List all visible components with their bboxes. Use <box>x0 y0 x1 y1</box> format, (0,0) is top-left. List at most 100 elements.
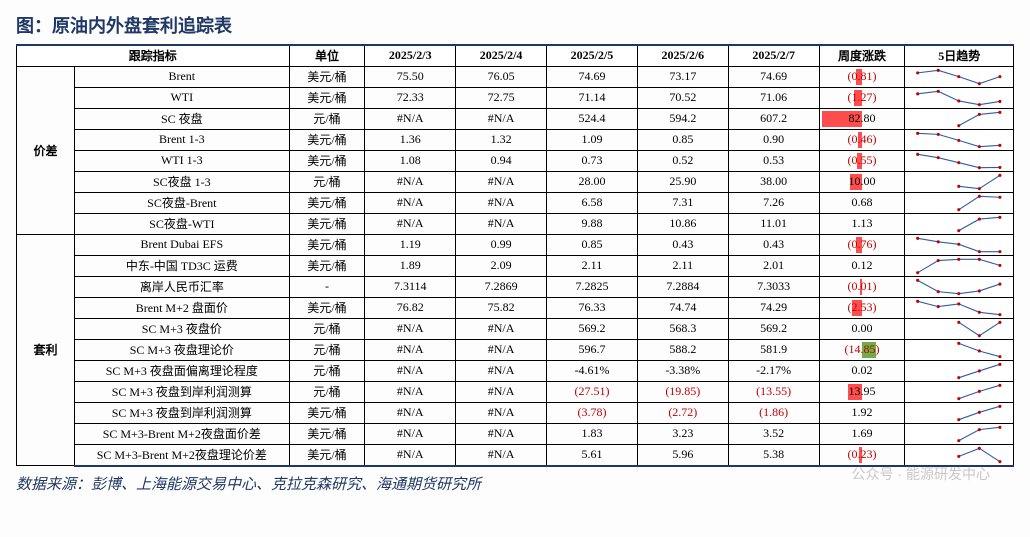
sparkline-cell <box>905 339 1014 360</box>
value-cell: 7.2869 <box>456 276 547 297</box>
change-cell: 13.95 <box>819 381 905 402</box>
value-cell: #N/A <box>456 444 547 466</box>
value-cell: 0.52 <box>637 150 728 171</box>
value-cell: 76.33 <box>547 297 638 318</box>
change-cell: 82.80 <box>819 108 905 129</box>
value-cell: (2.72) <box>637 402 728 423</box>
value-cell: (19.85) <box>637 381 728 402</box>
indicator-cell: Brent <box>75 66 290 87</box>
sparkline-cell <box>905 129 1014 150</box>
value-cell: #N/A <box>365 108 456 129</box>
unit-cell: 美元/桶 <box>289 234 365 255</box>
indicator-cell: SC 夜盘 <box>75 108 290 129</box>
unit-cell: 元/桶 <box>289 339 365 360</box>
change-cell: (1.27) <box>819 87 905 108</box>
sparkline-cell <box>905 87 1014 108</box>
change-cell: (0.55) <box>819 150 905 171</box>
value-cell: 569.2 <box>728 318 819 339</box>
value-cell: #N/A <box>365 213 456 234</box>
value-cell: -3.38% <box>637 360 728 381</box>
indicator-cell: Brent M+2 盘面价 <box>75 297 290 318</box>
col-d4: 2025/2/6 <box>637 45 728 66</box>
value-cell: #N/A <box>456 171 547 192</box>
indicator-cell: 离岸人民币汇率 <box>75 276 290 297</box>
value-cell: 71.14 <box>547 87 638 108</box>
value-cell: 73.17 <box>637 66 728 87</box>
value-cell: 0.85 <box>547 234 638 255</box>
unit-cell: 美元/桶 <box>289 66 365 87</box>
change-cell: 0.68 <box>819 192 905 213</box>
value-cell: 594.2 <box>637 108 728 129</box>
indicator-cell: Brent 1-3 <box>75 129 290 150</box>
unit-cell: 元/桶 <box>289 171 365 192</box>
table-row: WTI 1-3美元/桶1.080.940.730.520.53(0.55) <box>17 150 1014 171</box>
unit-cell: 美元/桶 <box>289 402 365 423</box>
indicator-cell: SC M+3 夜盘价 <box>75 318 290 339</box>
value-cell: 524.4 <box>547 108 638 129</box>
col-d3: 2025/2/5 <box>547 45 638 66</box>
table-row: 套利Brent Dubai EFS美元/桶1.190.990.850.430.4… <box>17 234 1014 255</box>
sparkline-cell <box>905 402 1014 423</box>
table-row: 中东-中国 TD3C 运费美元/桶1.892.092.112.112.010.1… <box>17 255 1014 276</box>
unit-cell: 元/桶 <box>289 318 365 339</box>
value-cell: 7.31 <box>637 192 728 213</box>
table-row: SC M+3 夜盘价元/桶#N/A#N/A569.2568.3569.20.00 <box>17 318 1014 339</box>
value-cell: #N/A <box>365 192 456 213</box>
value-cell: 0.90 <box>728 129 819 150</box>
indicator-cell: SC M+3 夜盘理论价 <box>75 339 290 360</box>
value-cell: #N/A <box>365 339 456 360</box>
table-row: 价差Brent美元/桶75.5076.0574.6973.1774.69(0.8… <box>17 66 1014 87</box>
value-cell: 0.99 <box>456 234 547 255</box>
indicator-cell: SC M+3 夜盘到岸利润测算 <box>75 402 290 423</box>
indicator-cell: 中东-中国 TD3C 运费 <box>75 255 290 276</box>
indicator-cell: SC夜盘-WTI <box>75 213 290 234</box>
table-row: SC M+3-Brent M+2夜盘理论价差美元/桶#N/A#N/A5.615.… <box>17 444 1014 466</box>
value-cell: 1.08 <box>365 150 456 171</box>
value-cell: #N/A <box>456 360 547 381</box>
value-cell: 10.86 <box>637 213 728 234</box>
value-cell: 0.94 <box>456 150 547 171</box>
value-cell: 7.26 <box>728 192 819 213</box>
unit-cell: 美元/桶 <box>289 297 365 318</box>
table-row: SC M+3 夜盘到岸利润测算美元/桶#N/A#N/A(3.78)(2.72)(… <box>17 402 1014 423</box>
col-d1: 2025/2/3 <box>365 45 456 66</box>
sparkline-cell <box>905 360 1014 381</box>
value-cell: #N/A <box>365 318 456 339</box>
sparkline-cell <box>905 423 1014 444</box>
table-row: WTI美元/桶72.3372.7571.1470.5271.06(1.27) <box>17 87 1014 108</box>
value-cell: 0.85 <box>637 129 728 150</box>
change-cell: 10.00 <box>819 171 905 192</box>
unit-cell: 美元/桶 <box>289 129 365 150</box>
page-title: 图：原油内外盘套利追踪表 <box>16 12 1014 38</box>
value-cell: 74.69 <box>547 66 638 87</box>
value-cell: 607.2 <box>728 108 819 129</box>
col-d2: 2025/2/4 <box>456 45 547 66</box>
value-cell: 588.2 <box>637 339 728 360</box>
table-header-row: 跟踪指标 单位 2025/2/3 2025/2/4 2025/2/5 2025/… <box>17 45 1014 66</box>
value-cell: 2.11 <box>547 255 638 276</box>
indicator-cell: SC夜盘-Brent <box>75 192 290 213</box>
value-cell: #N/A <box>365 381 456 402</box>
value-cell: 38.00 <box>728 171 819 192</box>
table-row: SC M+3 夜盘理论价元/桶#N/A#N/A596.7588.2581.9(1… <box>17 339 1014 360</box>
value-cell: (3.78) <box>547 402 638 423</box>
value-cell: 3.52 <box>728 423 819 444</box>
value-cell: 7.3033 <box>728 276 819 297</box>
value-cell: 11.01 <box>728 213 819 234</box>
indicator-cell: WTI 1-3 <box>75 150 290 171</box>
change-cell: 1.69 <box>819 423 905 444</box>
value-cell: 7.2884 <box>637 276 728 297</box>
value-cell: 0.53 <box>728 150 819 171</box>
sparkline-cell <box>905 171 1014 192</box>
value-cell: 568.3 <box>637 318 728 339</box>
change-cell: (0.01) <box>819 276 905 297</box>
arbitrage-table: 跟踪指标 单位 2025/2/3 2025/2/4 2025/2/5 2025/… <box>16 44 1014 467</box>
value-cell: 0.43 <box>728 234 819 255</box>
table-row: SC夜盘-WTI美元/桶#N/A#N/A9.8810.8611.011.13 <box>17 213 1014 234</box>
value-cell: 1.32 <box>456 129 547 150</box>
value-cell: 2.09 <box>456 255 547 276</box>
sparkline-cell <box>905 108 1014 129</box>
change-cell: 0.00 <box>819 318 905 339</box>
sparkline-cell <box>905 276 1014 297</box>
value-cell: #N/A <box>456 402 547 423</box>
